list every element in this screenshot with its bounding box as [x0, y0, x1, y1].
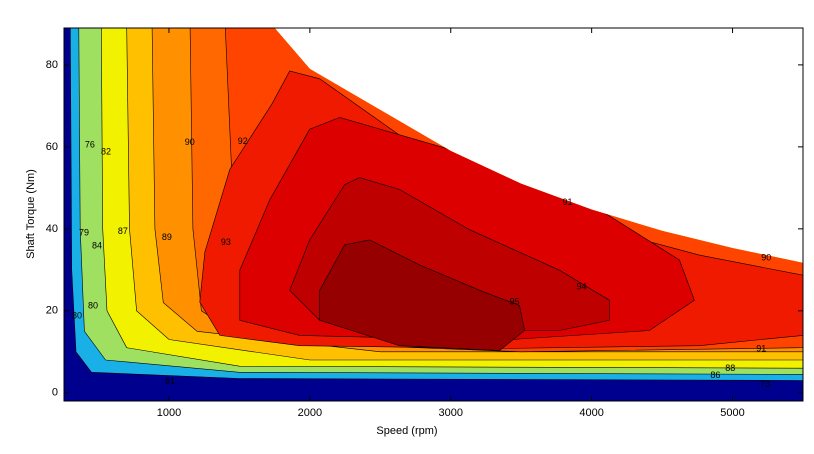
contour-95 [319, 239, 525, 351]
axes-box [63, 27, 804, 402]
contour-label: 88 [725, 363, 735, 373]
contour-label: 91 [563, 197, 573, 207]
contour-label: 91 [756, 344, 766, 354]
contour-label: 73 [760, 379, 770, 389]
x-tick-label: 1000 [157, 407, 181, 419]
contour-label: 76 [85, 140, 95, 150]
contour-label: 86 [710, 370, 720, 380]
x-tick-label: 4000 [579, 407, 603, 419]
contour-label: 82 [101, 147, 111, 157]
y-tick-label: 20 [46, 305, 58, 317]
contour-label: 95 [510, 297, 520, 307]
y-tick-label: 80 [46, 59, 58, 71]
contour-label: 92 [238, 136, 248, 146]
contour-label: 89 [162, 232, 172, 242]
contour-label: 79 [79, 227, 89, 237]
y-axis-label: Shaft Torque (Nm) [25, 169, 37, 259]
y-tick-label: 40 [46, 223, 58, 235]
contour-label: 90 [185, 137, 195, 147]
contour-label: 80 [72, 311, 82, 321]
contour-label: 93 [221, 237, 231, 247]
contour-label: 87 [118, 226, 128, 236]
contour-label: 84 [92, 240, 102, 250]
contour-label: 94 [577, 281, 587, 291]
y-tick-label: 0 [52, 387, 58, 399]
contour-label: 80 [88, 301, 98, 311]
x-tick-label: 2000 [298, 407, 322, 419]
x-tick-label: 3000 [439, 407, 463, 419]
contour-label: 90 [761, 252, 771, 262]
overlay: 90 92 93 95 94 91 90 91 88 86 89 87 84 82 76 80 80 79 81 73… [46, 27, 804, 419]
x-axis-label: Speed (rpm) [376, 425, 437, 437]
y-tick-label: 60 [46, 141, 58, 153]
contour-label: 81 [165, 376, 175, 386]
x-tick-label: 5000 [720, 407, 744, 419]
